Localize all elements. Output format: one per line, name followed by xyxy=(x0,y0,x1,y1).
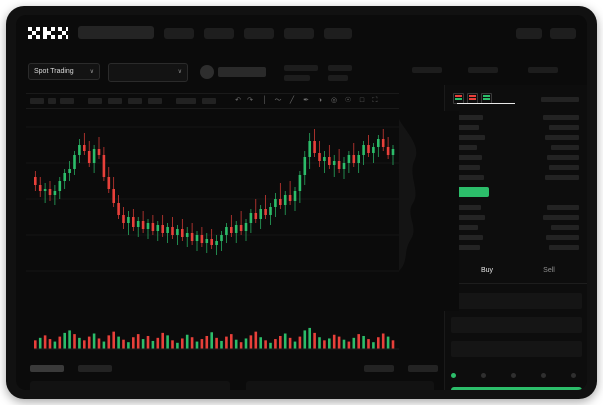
orderbook-ask-row[interactable] xyxy=(451,115,483,120)
percent-0[interactable] xyxy=(451,373,456,378)
tab-buy[interactable]: Buy xyxy=(480,267,494,274)
orderbook-ask-row[interactable] xyxy=(451,155,482,160)
undo-icon[interactable]: ↶ xyxy=(235,97,241,104)
trading-mode-select[interactable]: Spot Trading ∨ xyxy=(28,63,100,80)
nav-earn[interactable] xyxy=(324,28,352,39)
tab-order-history[interactable] xyxy=(78,365,112,372)
orderbook-bid-amount xyxy=(551,225,579,230)
percent-100[interactable] xyxy=(571,373,576,378)
candlestick-svg xyxy=(26,126,399,272)
chart-settings[interactable] xyxy=(202,98,216,104)
pair-select[interactable]: ∨ xyxy=(108,63,188,82)
pair-name-label xyxy=(218,67,266,77)
order-price-field[interactable] xyxy=(451,293,582,309)
percent-75[interactable] xyxy=(541,373,546,378)
orderbook-and-order-form: Buy Sell xyxy=(444,85,587,390)
orderbook-bid-row[interactable] xyxy=(451,235,483,240)
orderbook-ask-amount xyxy=(551,145,579,150)
brush-icon[interactable]: ✒ xyxy=(303,97,309,104)
orderbook-ask-row[interactable] xyxy=(451,165,480,170)
top-navigation-bar xyxy=(16,15,587,49)
orderbook-ask-amount xyxy=(549,165,579,170)
indicator-menu[interactable] xyxy=(176,98,196,104)
orderbook-bid-amount xyxy=(549,245,579,250)
orderbook-header xyxy=(541,97,579,102)
fullscreen-icon[interactable]: ⛶ xyxy=(372,97,378,104)
orderbook-ask-amount xyxy=(545,135,579,140)
orderbook-ask-amount xyxy=(547,155,579,160)
timeframe-1m[interactable] xyxy=(30,98,44,104)
stat-change-24h-value xyxy=(328,75,348,81)
timeframe-1h[interactable] xyxy=(88,98,102,104)
orderbook-bid-amount xyxy=(546,235,579,240)
chart-toolbar: ↶ ↷ │ 〜 ╱ ✒ ◑ ◎ ☉ □ ⛶ xyxy=(26,93,399,109)
trend-line-icon[interactable]: ╱ xyxy=(289,97,295,104)
magnet-icon[interactable]: ◑ xyxy=(317,97,323,104)
tab-open-orders[interactable] xyxy=(30,365,64,372)
orders-panel-right[interactable] xyxy=(246,381,434,390)
percent-50[interactable] xyxy=(511,373,516,378)
line-chart-icon[interactable]: 〜 xyxy=(274,97,282,104)
orderbook-ask-amount xyxy=(543,115,579,120)
nav-derivatives[interactable] xyxy=(284,28,314,39)
order-amount-field[interactable] xyxy=(451,317,582,333)
nav-buy-crypto[interactable] xyxy=(164,28,194,39)
orderbook-bid-amount xyxy=(543,215,579,220)
orderbook-bid-row[interactable] xyxy=(451,205,481,210)
orderbook-bid-amount xyxy=(547,205,579,210)
tablet-device-frame: Spot Trading ∨ ∨ xyxy=(6,6,597,399)
trash-icon[interactable]: □ xyxy=(359,97,365,104)
okx-logo-icon[interactable] xyxy=(28,27,68,40)
tab-funds[interactable] xyxy=(408,365,438,372)
percent-slider[interactable] xyxy=(451,373,582,380)
tab-buy-underline xyxy=(457,103,515,104)
stat-high-24h xyxy=(412,67,442,73)
orderbook-ask-amount xyxy=(549,125,579,130)
orderbook-ask-row[interactable] xyxy=(451,135,485,140)
order-total-field[interactable] xyxy=(451,341,582,357)
orderbook-mid-price xyxy=(451,187,489,197)
timeframe-4h[interactable] xyxy=(108,98,122,104)
orderbook-ask-amount xyxy=(545,175,579,180)
trading-mode-label: Spot Trading xyxy=(34,68,74,75)
place-buy-order-button[interactable] xyxy=(451,387,582,390)
orders-panel-left[interactable] xyxy=(30,381,230,390)
nav-signup[interactable] xyxy=(550,28,576,39)
timeframe-1w[interactable] xyxy=(148,98,162,104)
tab-sell[interactable]: Sell xyxy=(543,267,555,274)
stat-volume-24h xyxy=(528,67,558,73)
tab-positions[interactable] xyxy=(364,365,394,372)
lock-icon[interactable]: ☉ xyxy=(344,97,352,104)
orderbook-ask-row[interactable] xyxy=(451,125,479,130)
timeframe-1d[interactable] xyxy=(128,98,142,104)
timeframe-15m[interactable] xyxy=(60,98,74,104)
eye-icon[interactable]: ◎ xyxy=(330,97,338,104)
volume-svg xyxy=(34,327,399,350)
stat-low-24h xyxy=(468,67,498,73)
stat-change-24h xyxy=(328,65,352,71)
stat-last-price xyxy=(284,65,318,71)
candlestick-chart[interactable] xyxy=(26,111,399,311)
orderbook-bid-row[interactable] xyxy=(451,225,478,230)
orderbook-bid-row[interactable] xyxy=(451,245,480,250)
nav-search[interactable] xyxy=(78,26,154,39)
coin-avatar xyxy=(200,65,214,79)
candle-chart-icon[interactable]: │ xyxy=(262,97,268,104)
chevron-down-icon: ∨ xyxy=(89,69,94,75)
redo-icon[interactable]: ↷ xyxy=(247,97,253,104)
nav-markets[interactable] xyxy=(204,28,234,39)
nav-login[interactable] xyxy=(516,28,542,39)
orderbook-ask-row[interactable] xyxy=(451,145,477,150)
percent-25[interactable] xyxy=(481,373,486,378)
stat-last-price-value xyxy=(284,75,310,81)
order-form-tabs: Buy Sell xyxy=(445,263,587,284)
device-screen: Spot Trading ∨ ∨ xyxy=(16,15,587,390)
nav-trade[interactable] xyxy=(244,28,274,39)
timeframe-5m[interactable] xyxy=(48,98,56,104)
orderbook-ask-row[interactable] xyxy=(451,175,484,180)
orderbook-bid-row[interactable] xyxy=(451,215,485,220)
volume-histogram xyxy=(26,315,399,361)
chevron-down-icon: ∨ xyxy=(177,69,182,75)
